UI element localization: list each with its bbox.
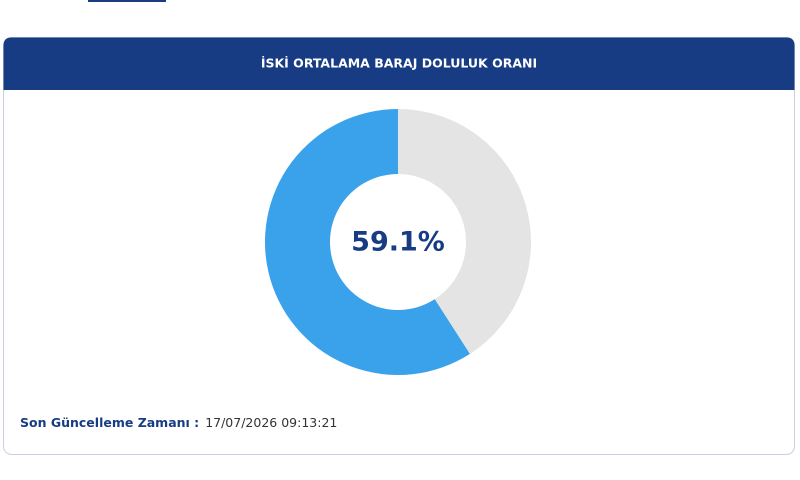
donut-segment: [265, 109, 470, 375]
donut: [265, 109, 532, 375]
footer-timestamp: 17/07/2026 09:13:21: [205, 415, 337, 430]
footer: Son Güncelleme Zamanı : 17/07/2026 09:13:…: [20, 415, 337, 430]
chart-title: İSKİ ORTALAMA BARAJ DOLULUK ORANI: [261, 56, 537, 71]
footer-label: Son Güncelleme Zamanı :: [20, 415, 199, 430]
card-header: [3, 37, 795, 90]
donut-segment: [398, 109, 532, 354]
center-label: 59.1%: [351, 227, 445, 258]
